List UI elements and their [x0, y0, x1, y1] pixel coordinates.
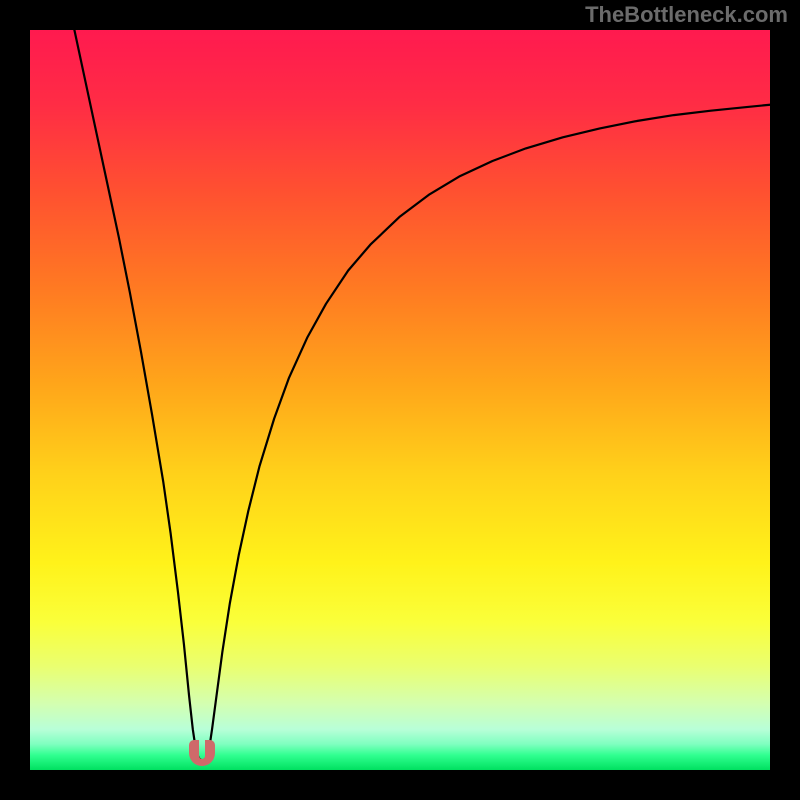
- u-shape-icon: [189, 740, 215, 766]
- chart-frame: TheBottleneck.com: [0, 0, 800, 800]
- bottleneck-curve: [0, 0, 800, 800]
- optimal-point-marker: [189, 740, 215, 766]
- watermark-label: TheBottleneck.com: [585, 2, 788, 28]
